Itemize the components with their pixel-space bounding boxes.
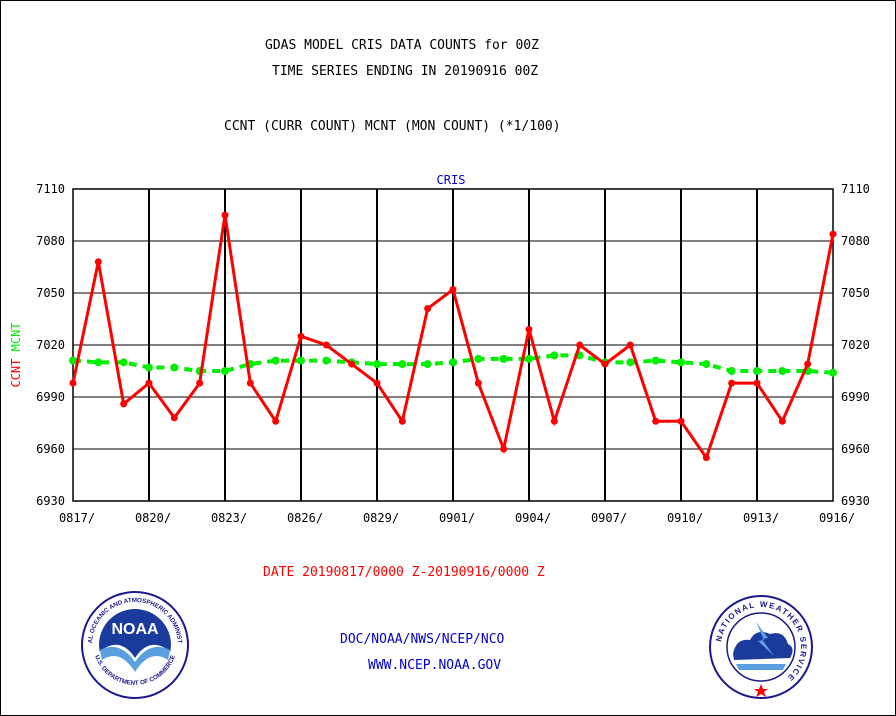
y-tick-label-right: 7080: [841, 234, 870, 248]
y-tick-label-right: 7020: [841, 338, 870, 352]
nws-logo: NATIONAL WEATHER SERVICE: [709, 595, 813, 699]
ccnt-point: [170, 414, 178, 422]
chart-subtitle: CCNT (CURR COUNT) MCNT (MON COUNT) (*1/1…: [224, 119, 561, 134]
x-tick-label: 0820/: [135, 511, 171, 525]
y-tick-label-left: 6930: [36, 494, 65, 508]
y-tick-label-right: 6990: [841, 390, 870, 404]
ccnt-point: [69, 379, 77, 387]
chart-title-line2: TIME SERIES ENDING IN 20190916 00Z: [272, 64, 539, 79]
y-tick-label-left: 7050: [36, 286, 65, 300]
ccnt-point: [550, 417, 558, 425]
ccnt-point: [272, 417, 280, 425]
y-tick-label-left: 7020: [36, 338, 65, 352]
ccnt-point: [728, 379, 736, 387]
ccnt-point: [804, 360, 812, 368]
date-range: DATE 20190817/0000 Z-20190916/0000 Z: [263, 565, 545, 580]
mcnt-point: [170, 363, 179, 372]
noaa-logo-text: NOAA: [111, 621, 159, 638]
panel-title: CRIS: [437, 173, 466, 187]
mcnt-point: [677, 358, 685, 367]
ccnt-point: [601, 360, 609, 368]
chart-title-line1: GDAS MODEL CRIS DATA COUNTS for 00Z: [265, 38, 539, 53]
ccnt-point: [373, 379, 381, 387]
ccnt-point: [677, 417, 685, 425]
mcnt-point: [525, 354, 533, 363]
ccnt-point: [196, 379, 204, 387]
ccnt-point: [297, 332, 305, 340]
ccnt-point: [145, 379, 153, 387]
mcnt-point: [499, 354, 508, 363]
mcnt-point: [651, 356, 660, 365]
y-axis-label-ccnt: CCNT: [9, 359, 23, 388]
ccnt-point: [348, 360, 356, 368]
y-axis-label: CCNT MCNT: [9, 322, 23, 387]
mcnt-point: [702, 360, 711, 369]
org-label: DOC/NOAA/NWS/NCEP/NCO: [340, 632, 505, 647]
noaa-logo: NOAA NATIONAL OCEANIC AND ATMOSPHERIC AD…: [80, 590, 189, 699]
ccnt-point: [94, 258, 102, 266]
x-tick-label: 0913/: [743, 511, 779, 525]
ccnt-point: [829, 230, 837, 238]
x-tick-label: 0907/: [591, 511, 627, 525]
mcnt-point: [474, 354, 483, 363]
mcnt-point: [829, 368, 837, 377]
x-tick-label: 0817/: [59, 511, 95, 525]
ccnt-point: [398, 417, 406, 425]
ccnt-point: [652, 417, 660, 425]
ccnt-point: [424, 305, 432, 313]
ccnt-point: [474, 379, 482, 387]
ccnt-point: [221, 211, 229, 219]
mcnt-point: [550, 351, 559, 360]
y-tick-label-left: 7110: [36, 182, 65, 196]
ccnt-point: [120, 400, 128, 408]
mcnt-point: [449, 358, 457, 367]
ccnt-point: [753, 379, 761, 387]
y-tick-label-left: 6990: [36, 390, 65, 404]
url-link[interactable]: WWW.NCEP.NOAA.GOV: [368, 658, 502, 673]
ccnt-point: [778, 417, 786, 425]
y-axis-label-mcnt: MCNT: [9, 322, 23, 358]
x-tick-label: 0904/: [515, 511, 551, 525]
y-tick-label-right: 7110: [841, 182, 870, 196]
y-tick-label-right: 7050: [841, 286, 870, 300]
mcnt-point: [271, 356, 280, 365]
mcnt-point: [727, 367, 736, 375]
mcnt-point: [626, 358, 635, 367]
mcnt-point: [753, 367, 761, 375]
mcnt-point: [69, 356, 77, 365]
mcnt-point: [145, 363, 153, 372]
ccnt-point: [500, 445, 508, 453]
y-tick-label-right: 6930: [841, 494, 870, 508]
ccnt-point: [626, 341, 634, 349]
mcnt-point: [119, 358, 128, 367]
mcnt-point: [94, 358, 103, 367]
ccnt-point: [322, 341, 330, 349]
ccnt-point: [576, 341, 584, 349]
ccnt-point: [525, 325, 533, 333]
x-tick-label: 0826/: [287, 511, 323, 525]
mcnt-point: [398, 360, 407, 369]
mcnt-point: [221, 367, 229, 375]
ccnt-point: [449, 286, 457, 294]
ccnt-point: [246, 379, 254, 387]
ccnt-point: [702, 454, 710, 462]
mcnt-point: [322, 356, 331, 365]
y-tick-label-left: 6960: [36, 442, 65, 456]
mcnt-point: [297, 356, 305, 365]
x-tick-label: 0910/: [667, 511, 703, 525]
x-tick-label: 0823/: [211, 511, 247, 525]
mcnt-point: [373, 360, 381, 369]
x-tick-label: 0901/: [439, 511, 475, 525]
mcnt-point: [778, 367, 787, 375]
x-tick-label: 0829/: [363, 511, 399, 525]
mcnt-point: [423, 360, 432, 369]
x-tick-label: 0916/: [819, 511, 855, 525]
y-tick-label-right: 6960: [841, 442, 870, 456]
y-tick-label-left: 7080: [36, 234, 65, 248]
